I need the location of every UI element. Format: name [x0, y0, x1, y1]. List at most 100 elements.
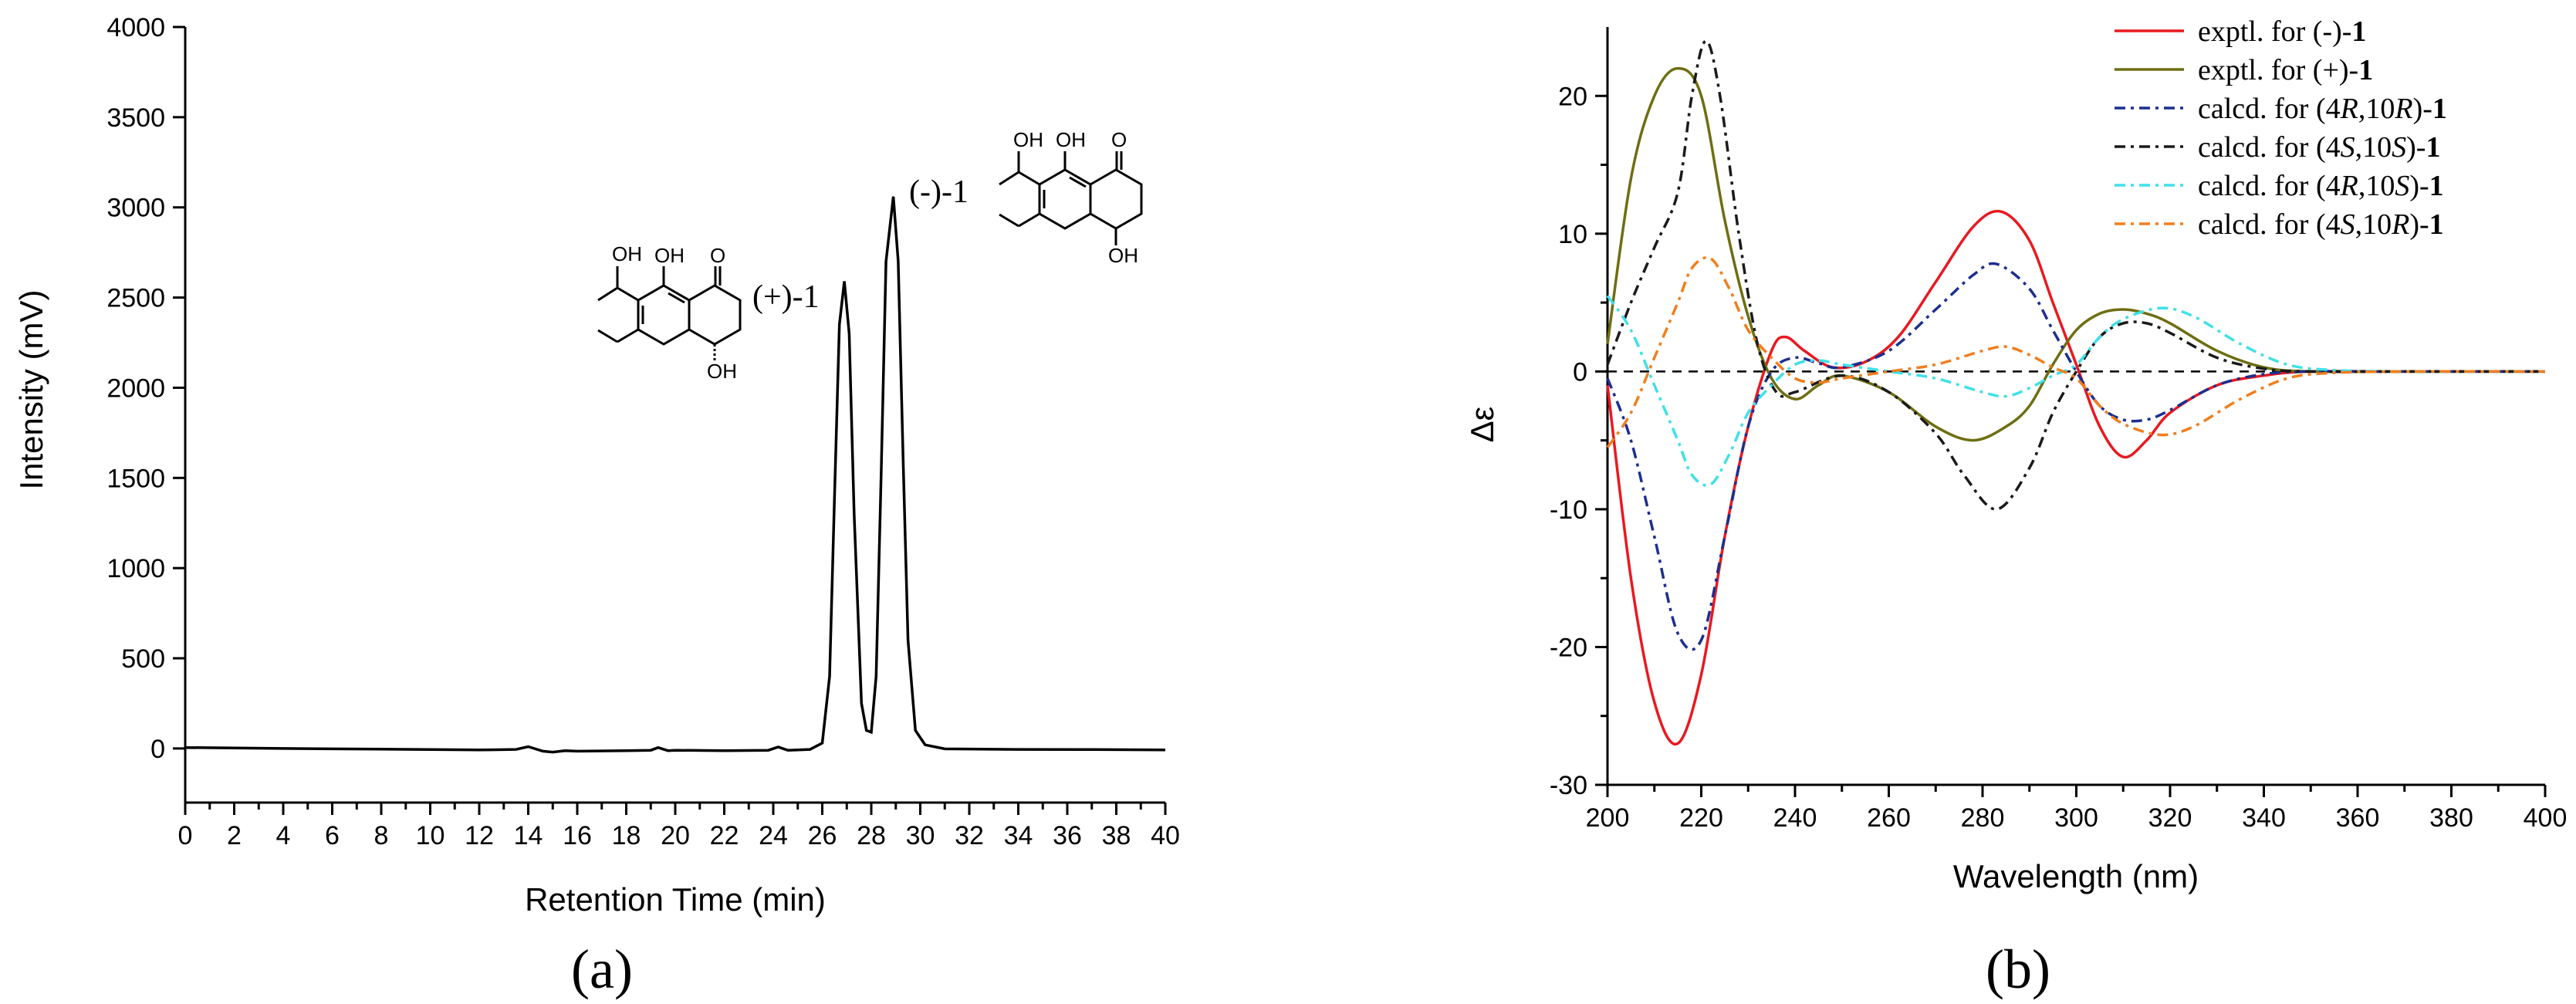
- legend-entry-part: )-: [2409, 208, 2429, 241]
- y-tick-label-b: -30: [1550, 771, 1587, 800]
- x-tick-label-b: 340: [2242, 803, 2286, 833]
- x-tick-label-b: 320: [2148, 803, 2192, 833]
- x-tick-label-a: 14: [514, 821, 543, 850]
- x-tick-label-a: 0: [178, 821, 193, 850]
- legend-entry-part: 1: [2429, 170, 2444, 202]
- oh-label: OH: [1108, 244, 1138, 267]
- x-tick-label-a: 8: [374, 821, 389, 850]
- legend-entry: calcd. for (4R,10R)-1: [2198, 93, 2447, 125]
- x-tick-label-b: 240: [1773, 803, 1817, 833]
- peak-annotation: (+)-1: [752, 279, 820, 315]
- legend-entry-part: 1: [2432, 93, 2447, 125]
- y-tick-label-a: 2000: [106, 374, 165, 403]
- legend-entry: calcd. for (4S,10S)-1: [2198, 131, 2440, 164]
- x-tick-label-a: 28: [857, 821, 886, 850]
- cd-series-line: [1606, 262, 2545, 651]
- structure-plus-1: OH OH O OH: [597, 242, 742, 383]
- cd-series-line: [1606, 66, 2545, 442]
- x-tick-label-b: 200: [1586, 803, 1630, 833]
- chromatogram-trace: [184, 196, 1166, 754]
- x-tick-label-a: 2: [227, 821, 242, 850]
- cd-spectra-panel: 200 220 240 260 280 300 320 340 360 380 400-30-20-…: [1464, 15, 2567, 1000]
- o-label: O: [710, 244, 725, 267]
- cd-series: [1606, 39, 2546, 746]
- panel-label-b: (b): [1986, 938, 2050, 1000]
- x-tick-label-b: 300: [2054, 803, 2098, 833]
- x-tick-label-a: 6: [325, 821, 340, 850]
- legend-entry: exptl. for (+)-1: [2198, 54, 2373, 86]
- x-tick-label-a: 26: [808, 821, 837, 850]
- legend-entry-part: S: [2341, 131, 2355, 164]
- x-tick-label-a: 40: [1151, 821, 1180, 850]
- legend-entry-part: ,10: [2355, 208, 2392, 241]
- oh-label: OH: [707, 360, 737, 383]
- oh-label: OH: [1013, 128, 1043, 151]
- x-tick-label-a: 38: [1102, 821, 1131, 850]
- y-tick-label-b: 0: [1573, 357, 1587, 387]
- x-axis-label-b: Wavelength (nm): [1953, 858, 2199, 894]
- y-axis-label-a: Intensity (mV): [13, 289, 49, 489]
- legend-entry-part: ,10: [2358, 93, 2395, 125]
- y-tick-label-a: 3500: [106, 103, 165, 133]
- ticks-b: 200 220 240 260 280 300 320 340 360 380 400-30-20-…: [1550, 82, 2568, 833]
- x-tick-label-a: 22: [710, 821, 739, 850]
- legend-entry-part: S: [2395, 170, 2409, 202]
- oh-label: OH: [654, 244, 685, 267]
- legend-entry-part: 1: [2426, 131, 2440, 164]
- x-tick-label-b: 380: [2429, 803, 2473, 833]
- x-tick-label-b: 280: [1961, 803, 2005, 833]
- y-tick-label-a: 3000: [106, 194, 165, 223]
- x-tick-label-a: 18: [612, 821, 641, 850]
- legend-entry-part: exptl. for (+)-: [2198, 54, 2358, 86]
- cd-series-line: [1606, 39, 2545, 511]
- legend-entry: calcd. for (4R,10S)-1: [2198, 170, 2444, 202]
- peak-annotation: (-)-1: [909, 174, 969, 210]
- legend-entry-part: calcd. for (4: [2198, 93, 2341, 125]
- y-tick-label-a: 0: [150, 735, 165, 764]
- x-tick-label-b: 220: [1679, 803, 1723, 833]
- panel-label-a: (a): [571, 938, 633, 1000]
- y-tick-label-b: -10: [1550, 495, 1587, 525]
- legend-entry-part: exptl. for (-)-: [2198, 15, 2351, 48]
- y-tick-label-a: 1000: [106, 554, 165, 583]
- cd-series-line: [1606, 295, 2546, 487]
- y-tick-label-b: 10: [1558, 220, 1587, 249]
- oh-label: OH: [1056, 128, 1086, 151]
- legend-entry-part: S: [2341, 208, 2355, 241]
- legend-entry-part: R: [2394, 93, 2412, 125]
- x-tick-label-a: 20: [661, 821, 690, 850]
- structure-minus-1: OH OH O OH: [999, 128, 1143, 267]
- legend-entry-part: calcd. for (4: [2198, 131, 2341, 164]
- y-tick-label-a: 4000: [106, 13, 165, 42]
- x-tick-label-a: 32: [955, 821, 984, 850]
- legend-entry: calcd. for (4S,10R)-1: [2198, 208, 2444, 241]
- y-axis-label-b: Δε: [1464, 407, 1500, 443]
- y-tick-label-a: 2500: [106, 284, 165, 313]
- x-tick-label-b: 360: [2336, 803, 2380, 833]
- x-tick-label-a: 4: [276, 821, 291, 850]
- x-tick-label-a: 24: [759, 821, 788, 850]
- x-tick-label-a: 34: [1004, 821, 1033, 850]
- legend-entry-part: calcd. for (4: [2198, 170, 2341, 202]
- legend-entry-part: calcd. for (4: [2198, 208, 2341, 241]
- oh-label: OH: [612, 242, 642, 265]
- ticks-a: 0 2 4 6 8 10 12 14 16 18 20 22 24 26 28 30 32 34 36 38 40050…: [106, 13, 1180, 850]
- legend-entry: exptl. for (-)-1: [2198, 15, 2366, 48]
- x-tick-label-a: 30: [906, 821, 935, 850]
- y-tick-label-b: -20: [1550, 633, 1587, 662]
- x-tick-label-a: 36: [1053, 821, 1082, 850]
- legend-entry-part: 1: [2351, 15, 2366, 48]
- x-tick-label-b: 260: [1867, 803, 1911, 833]
- legend-entry-part: R: [2391, 208, 2409, 241]
- y-tick-label-a: 1500: [106, 464, 165, 493]
- legend-entry-part: 1: [2358, 54, 2373, 86]
- legend-entry-part: )-: [2409, 170, 2429, 202]
- chromatogram-panel: 0 2 4 6 8 10 12 14 16 18 20 22 24 26 28 30 32 34 36 38 40050…: [13, 13, 1180, 1000]
- legend-entry-part: )-: [2406, 131, 2426, 164]
- x-axis-label-a: Retention Time (min): [525, 881, 826, 918]
- x-tick-label-a: 10: [416, 821, 445, 850]
- legend-entry-part: ,10: [2355, 131, 2392, 164]
- x-tick-label-a: 16: [563, 821, 592, 850]
